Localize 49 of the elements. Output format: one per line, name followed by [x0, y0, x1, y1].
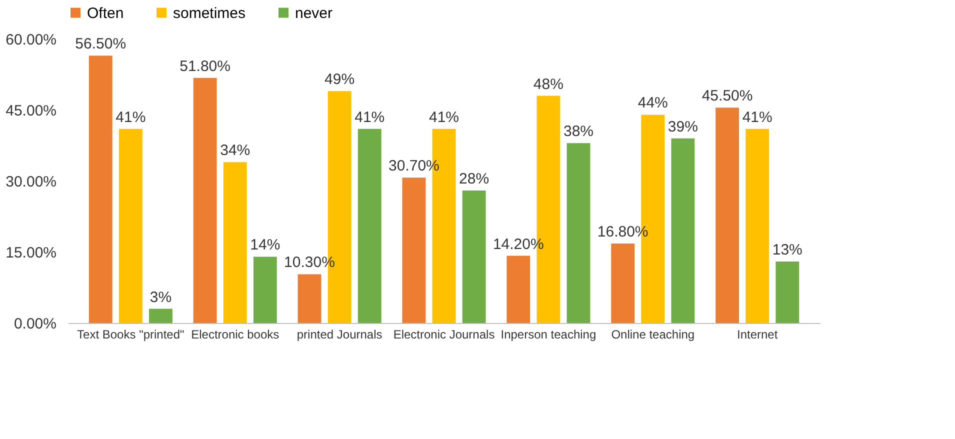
data-label: 28% — [459, 170, 490, 188]
data-label: 41% — [742, 108, 772, 126]
bar — [671, 138, 695, 323]
bar — [402, 178, 426, 323]
bar — [193, 78, 217, 323]
data-label: 13% — [772, 241, 802, 258]
data-label: 41% — [354, 108, 385, 126]
bar — [88, 56, 112, 323]
bar — [149, 308, 172, 323]
x-tick-label: printed Journals — [296, 328, 382, 342]
y-tick-label: 15.00% — [6, 244, 56, 262]
bar — [506, 256, 530, 323]
data-label: 34% — [220, 142, 250, 160]
x-tick-label: Internet — [736, 328, 778, 342]
data-label: 14% — [250, 236, 280, 254]
data-label: 48% — [533, 76, 564, 93]
legend-label: sometimes — [173, 4, 246, 22]
bar — [611, 243, 635, 323]
bar — [566, 143, 590, 323]
y-tick-label: 0.00% — [14, 316, 56, 332]
bar — [298, 274, 322, 323]
bar — [358, 128, 382, 323]
bar — [118, 128, 142, 323]
bar — [223, 162, 247, 323]
x-tick-label: Electronic Journals — [393, 328, 495, 342]
data-label: 49% — [324, 71, 355, 88]
x-tick-label: Electronic books — [191, 328, 280, 342]
data-label: 39% — [668, 118, 698, 136]
data-label: 38% — [563, 123, 594, 140]
x-tick-label: Inperson teaching — [500, 328, 596, 342]
bar — [776, 261, 800, 323]
data-label: 44% — [638, 94, 668, 112]
data-label: 41% — [116, 108, 146, 126]
bar — [716, 108, 739, 323]
y-tick-label: 45.00% — [6, 102, 56, 120]
y-tick-label: 30.00% — [6, 174, 56, 190]
x-tick-label: Text Books "printed" — [77, 328, 184, 342]
bar — [253, 256, 277, 323]
data-label: 41% — [428, 108, 460, 126]
x-tick-label: Online teaching — [611, 328, 695, 342]
data-label: 51.80% — [180, 58, 230, 75]
legend-label: Often — [87, 4, 124, 22]
data-label: 3% — [150, 288, 172, 306]
data-label: 56.50% — [75, 36, 126, 53]
legend-label: never — [295, 4, 333, 22]
data-label: 45.50% — [702, 88, 753, 105]
y-tick-label: 60.00% — [6, 32, 56, 48]
bar — [746, 128, 770, 323]
bar — [462, 190, 486, 323]
